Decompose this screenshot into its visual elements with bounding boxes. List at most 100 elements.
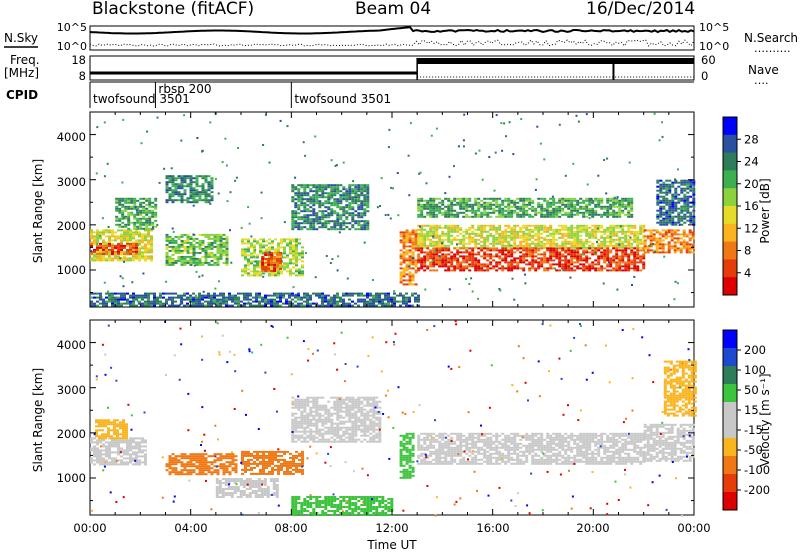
power-cell bbox=[283, 246, 286, 249]
power-cell bbox=[309, 196, 313, 199]
power-cell bbox=[189, 243, 193, 246]
power-cell bbox=[330, 202, 334, 205]
power-cell bbox=[405, 245, 409, 248]
power-cell bbox=[528, 207, 532, 210]
power-cell bbox=[659, 185, 663, 188]
power-cell bbox=[312, 184, 316, 187]
power-cell bbox=[321, 196, 325, 199]
power-cell bbox=[573, 246, 577, 249]
power-cell bbox=[597, 238, 601, 241]
power-cell bbox=[267, 257, 271, 260]
power-cell bbox=[668, 217, 672, 220]
power-cell bbox=[384, 302, 387, 305]
power-cell bbox=[216, 235, 220, 238]
power-cell bbox=[567, 211, 571, 214]
power-cell bbox=[183, 177, 187, 180]
power-cell bbox=[671, 219, 675, 222]
power-cell bbox=[306, 222, 310, 225]
power-cell bbox=[459, 205, 463, 208]
power-cell bbox=[207, 253, 211, 256]
power-cell bbox=[147, 235, 150, 238]
power-cell bbox=[144, 296, 147, 299]
power-cell bbox=[342, 224, 346, 227]
power-cell bbox=[283, 240, 286, 243]
power-cell bbox=[665, 189, 669, 192]
power-cell bbox=[522, 215, 526, 218]
power-cell bbox=[342, 208, 346, 211]
power-cell bbox=[677, 217, 681, 220]
power-cell bbox=[680, 211, 684, 214]
power-cell bbox=[192, 296, 195, 299]
power-cell bbox=[306, 220, 310, 223]
power-cell bbox=[691, 245, 695, 248]
power-cell bbox=[99, 259, 102, 262]
power-cell bbox=[363, 226, 367, 229]
power-cell bbox=[174, 199, 178, 202]
power-noise-cell bbox=[225, 164, 228, 167]
power-cell bbox=[183, 261, 187, 264]
power-cell bbox=[624, 234, 628, 237]
power-cell bbox=[402, 279, 406, 282]
power-cell bbox=[480, 255, 484, 258]
power-cell bbox=[321, 212, 325, 215]
power-cell bbox=[588, 234, 592, 237]
power-cell bbox=[432, 228, 436, 231]
power-cell bbox=[507, 253, 511, 256]
power-cell bbox=[659, 209, 663, 212]
power-cell bbox=[351, 304, 354, 307]
power-cell bbox=[570, 259, 574, 262]
power-noise-cell bbox=[513, 298, 516, 301]
power-cell bbox=[453, 269, 457, 272]
power-cell bbox=[180, 187, 184, 190]
power-cell bbox=[543, 257, 547, 260]
power-cell bbox=[360, 204, 364, 207]
power-cell bbox=[543, 267, 547, 270]
power-cell bbox=[477, 207, 481, 210]
power-cell bbox=[603, 232, 607, 235]
power-cell bbox=[453, 247, 457, 250]
power-noise-cell bbox=[158, 181, 161, 184]
power-cell bbox=[567, 228, 571, 231]
power-cell bbox=[633, 257, 637, 260]
power-cell bbox=[291, 196, 295, 199]
power-cell bbox=[93, 302, 96, 305]
power-cell bbox=[147, 247, 150, 250]
power-cell bbox=[201, 183, 205, 186]
power-cell bbox=[513, 244, 517, 247]
power-cell bbox=[573, 213, 577, 216]
power-cell bbox=[241, 254, 244, 257]
power-cell bbox=[450, 238, 454, 241]
power-cell bbox=[366, 198, 370, 201]
power-cell bbox=[363, 194, 367, 197]
power-cell bbox=[357, 294, 360, 297]
power-cell bbox=[393, 300, 396, 303]
power-cell bbox=[432, 232, 436, 235]
power-cell bbox=[177, 237, 181, 240]
power-cell bbox=[174, 189, 178, 192]
power-cell bbox=[685, 251, 689, 254]
power-cell bbox=[624, 253, 628, 256]
power-cell bbox=[264, 257, 268, 260]
power-cell bbox=[132, 233, 135, 236]
power-cell bbox=[105, 248, 108, 251]
power-cell bbox=[195, 201, 199, 204]
power-cell bbox=[363, 294, 366, 297]
power-cell bbox=[429, 242, 433, 245]
power-cell bbox=[225, 249, 229, 252]
power-cell bbox=[348, 304, 351, 307]
power-cell bbox=[546, 226, 550, 229]
power-cell bbox=[324, 216, 328, 219]
power-cell bbox=[615, 242, 619, 245]
power-cell bbox=[656, 197, 660, 200]
power-cell bbox=[456, 253, 460, 256]
power-cell bbox=[306, 296, 309, 299]
power-cell bbox=[552, 213, 556, 216]
power-cell bbox=[378, 294, 381, 297]
power-cell bbox=[633, 238, 637, 241]
power-cell bbox=[399, 271, 403, 274]
power-cell bbox=[375, 298, 378, 301]
power-cell bbox=[674, 189, 678, 192]
power-cell bbox=[280, 272, 283, 275]
power-noise-cell bbox=[207, 297, 210, 299]
power-noise-cell bbox=[633, 275, 636, 278]
